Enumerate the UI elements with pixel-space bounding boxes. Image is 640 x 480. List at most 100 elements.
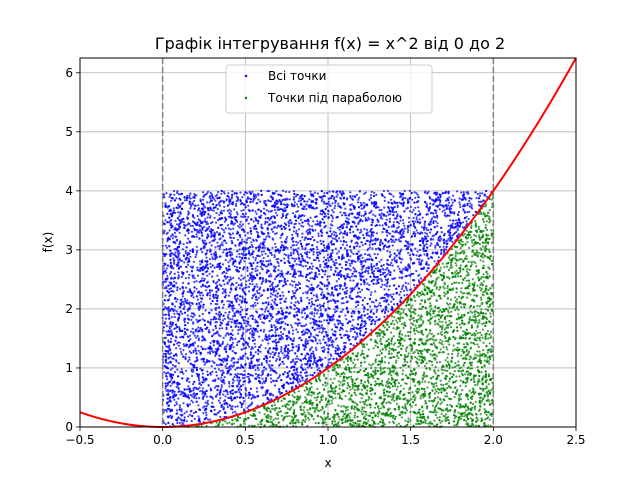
sample-point: [349, 279, 352, 282]
sample-point: [171, 415, 174, 418]
sample-point: [270, 324, 273, 327]
sample-point: [241, 212, 244, 215]
sample-point: [355, 241, 358, 244]
sample-point: [197, 230, 200, 233]
sample-point: [271, 281, 274, 284]
sample-point: [311, 363, 314, 366]
sample-point: [264, 310, 267, 313]
sample-point: [237, 277, 240, 280]
sample-point: [181, 295, 184, 298]
sample-point: [320, 234, 323, 237]
sample-point: [418, 248, 422, 252]
sample-point: [238, 303, 241, 306]
sample-point: [182, 343, 185, 346]
sample-point: [341, 225, 344, 228]
sample-point: [282, 332, 285, 336]
sample-point: [424, 231, 427, 234]
sample-point: [282, 294, 285, 297]
sample-point: [339, 322, 342, 325]
sample-point: [292, 230, 295, 233]
sample-point: [165, 324, 168, 328]
sample-point: [261, 321, 264, 324]
sample-point: [458, 197, 461, 200]
sample-point: [165, 361, 168, 364]
sample-point: [205, 220, 208, 223]
sample-point: [237, 332, 240, 335]
sample-point: [190, 409, 193, 412]
sample-point: [479, 200, 482, 203]
sample-point: [187, 377, 190, 380]
sample-point: [267, 224, 270, 227]
sample-point: [295, 257, 298, 260]
sample-point: [413, 283, 416, 287]
sample-point: [210, 193, 214, 196]
sample-point: [246, 356, 249, 359]
sample-point: [282, 189, 285, 192]
sample-point: [178, 257, 181, 261]
sample-point: [271, 246, 274, 249]
sample-point: [349, 249, 352, 252]
sample-point: [390, 193, 393, 196]
sample-point: [309, 322, 312, 325]
sample-point: [280, 331, 283, 334]
sample-point: [294, 286, 297, 289]
sample-point: [235, 255, 238, 258]
sample-point: [344, 207, 347, 210]
sample-point: [397, 222, 400, 225]
sample-point: [370, 190, 373, 193]
sample-point: [163, 280, 166, 283]
sample-point: [209, 352, 212, 355]
sample-point: [211, 370, 214, 373]
sample-point: [242, 326, 245, 330]
sample-point: [259, 350, 262, 353]
sample-point: [216, 303, 219, 306]
sample-point: [306, 307, 309, 310]
sample-point: [247, 317, 250, 320]
sample-point: [360, 263, 363, 266]
sample-point: [251, 280, 254, 283]
sample-point: [224, 395, 227, 398]
sample-point: [251, 401, 254, 404]
sample-point: [221, 327, 224, 330]
sample-point: [388, 285, 391, 288]
sample-point: [224, 277, 227, 280]
sample-point: [365, 267, 368, 270]
sample-point: [451, 236, 454, 239]
sample-point: [448, 196, 451, 199]
sample-point: [247, 222, 250, 225]
sample-point: [326, 284, 329, 287]
sample-point: [200, 247, 203, 250]
sample-point: [267, 234, 270, 237]
sample-point: [420, 260, 423, 263]
sample-point: [173, 247, 176, 251]
sample-point: [221, 306, 224, 309]
sample-point: [316, 327, 319, 330]
sample-point: [277, 264, 280, 267]
sample-point: [195, 397, 198, 400]
sample-point: [244, 392, 247, 395]
sample-point: [249, 351, 252, 354]
sample-point: [407, 229, 410, 232]
sample-point: [194, 255, 197, 259]
sample-point: [379, 238, 382, 242]
sample-point: [254, 364, 257, 367]
sample-point: [416, 250, 419, 253]
sample-point: [391, 230, 394, 233]
sample-point: [280, 244, 284, 247]
sample-point: [425, 204, 428, 207]
sample-point: [218, 247, 221, 250]
sample-point: [332, 211, 335, 214]
sample-point: [338, 232, 341, 235]
sample-point: [230, 359, 233, 362]
sample-point: [370, 320, 373, 323]
sample-point: [323, 256, 326, 259]
sample-point: [232, 364, 235, 367]
sample-point: [380, 258, 383, 261]
sample-point: [249, 324, 252, 327]
sample-point: [364, 217, 367, 220]
sample-point: [408, 254, 411, 257]
sample-point: [385, 268, 388, 271]
sample-point: [209, 341, 212, 345]
sample-point: [199, 263, 202, 266]
